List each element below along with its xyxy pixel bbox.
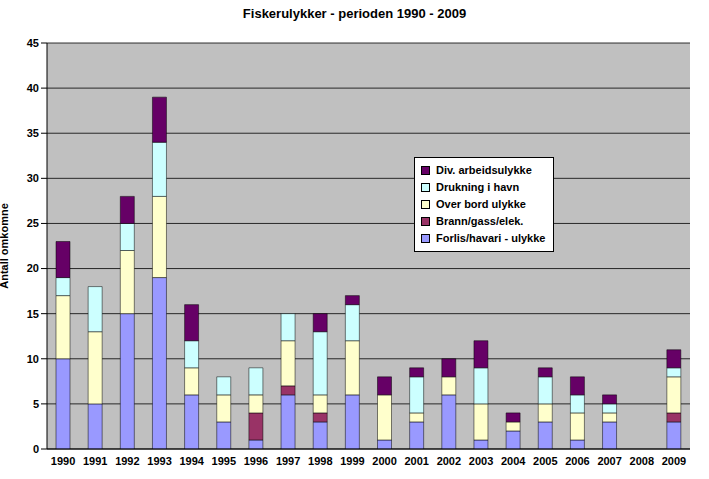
svg-text:20: 20 <box>27 262 39 274</box>
svg-text:45: 45 <box>27 37 39 49</box>
svg-text:2009: 2009 <box>662 455 686 467</box>
svg-text:1993: 1993 <box>147 455 171 467</box>
svg-text:2000: 2000 <box>372 455 396 467</box>
html-text:Div. arbeidsulykke: Div. arbeidsulykke <box>436 164 532 176</box>
svg-text:2001: 2001 <box>404 455 428 467</box>
svg-text:1999: 1999 <box>340 455 364 467</box>
svg-text:10: 10 <box>27 353 39 365</box>
svg-text:15: 15 <box>27 308 39 320</box>
svg-text:5: 5 <box>33 398 39 410</box>
svg-text:0: 0 <box>33 443 39 455</box>
html-text:Brann/gass/elek.: Brann/gass/elek. <box>436 215 524 227</box>
svg-text:2002: 2002 <box>437 455 461 467</box>
svg-text:2005: 2005 <box>533 455 557 467</box>
svg-text:2007: 2007 <box>597 455 621 467</box>
svg-text:35: 35 <box>27 127 39 139</box>
html-text:Fiskerulykker - perioden 1990: Fiskerulykker - perioden 1990 - 2009 <box>242 6 467 21</box>
html-text:Forlis/havari - ulykke: Forlis/havari - ulykke <box>436 232 546 244</box>
svg-text:1997: 1997 <box>276 455 300 467</box>
svg-text:1995: 1995 <box>212 455 236 467</box>
svg-text:2004: 2004 <box>501 455 526 467</box>
svg-text:2003: 2003 <box>469 455 493 467</box>
svg-text:40: 40 <box>27 82 39 94</box>
svg-text:25: 25 <box>27 217 39 229</box>
svg-text:1998: 1998 <box>308 455 332 467</box>
html-text:Drukning i havn: Drukning i havn <box>436 181 520 193</box>
svg-text:1990: 1990 <box>51 455 75 467</box>
svg-text:2008: 2008 <box>630 455 654 467</box>
svg-text:1992: 1992 <box>115 455 139 467</box>
svg-text:2006: 2006 <box>565 455 589 467</box>
svg-text:1996: 1996 <box>244 455 268 467</box>
svg-text:1991: 1991 <box>83 455 107 467</box>
html-text:Over bord ulykke: Over bord ulykke <box>436 198 526 210</box>
svg-text:Antall omkomne: Antall omkomne <box>8 203 10 289</box>
svg-text:30: 30 <box>27 172 39 184</box>
svg-text:1994: 1994 <box>179 455 204 467</box>
